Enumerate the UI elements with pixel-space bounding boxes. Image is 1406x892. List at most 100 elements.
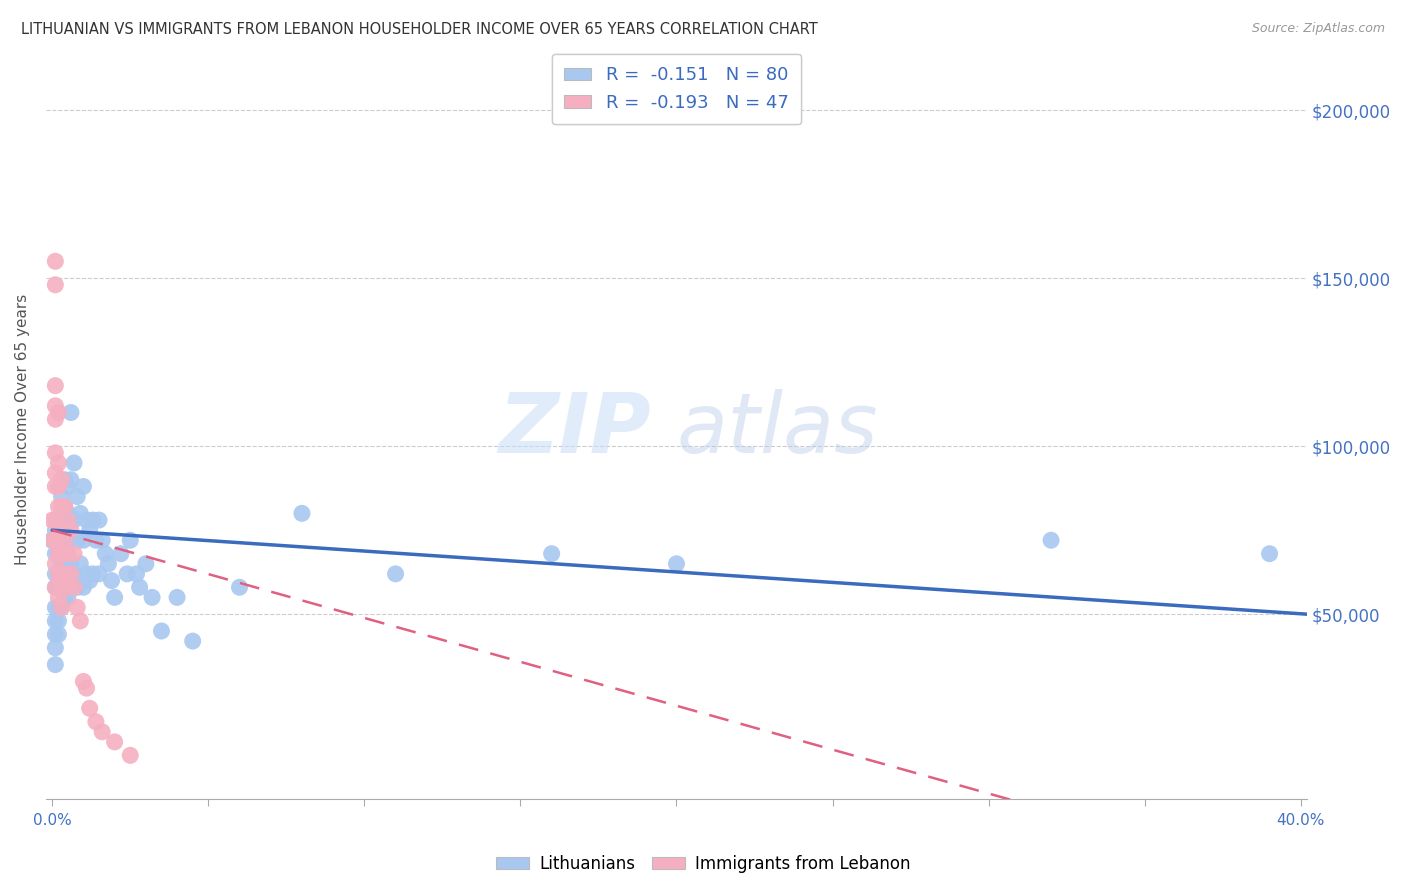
Point: [76, 566, 98, 581]
Text: atlas: atlas: [676, 389, 879, 470]
Point: [51, 574, 73, 588]
Point: [48, 405, 70, 419]
Point: [56, 479, 79, 493]
Point: [44, 557, 66, 571]
Point: [59, 523, 82, 537]
Text: Source: ZipAtlas.com: Source: ZipAtlas.com: [1251, 22, 1385, 36]
Point: [48, 547, 70, 561]
Point: [63, 513, 86, 527]
Point: [51, 513, 73, 527]
Point: [48, 566, 70, 581]
Point: [44, 580, 66, 594]
Point: [41, 513, 63, 527]
Point: [44, 479, 66, 493]
Point: [48, 627, 70, 641]
Point: [540, 547, 562, 561]
Point: [51, 533, 73, 548]
Point: [110, 547, 132, 561]
Point: [51, 600, 73, 615]
Point: [665, 557, 688, 571]
Point: [181, 634, 204, 648]
Point: [63, 547, 86, 561]
Point: [51, 523, 73, 537]
Point: [1040, 533, 1063, 548]
Point: [72, 533, 94, 548]
Point: [79, 574, 101, 588]
Point: [128, 580, 150, 594]
Point: [44, 513, 66, 527]
Legend: Lithuanians, Immigrants from Lebanon: Lithuanians, Immigrants from Lebanon: [489, 848, 917, 880]
Point: [48, 456, 70, 470]
Point: [51, 473, 73, 487]
Point: [104, 735, 127, 749]
Point: [41, 533, 63, 548]
Point: [44, 412, 66, 426]
Point: [53, 533, 76, 548]
Point: [120, 533, 142, 548]
Point: [51, 547, 73, 561]
Point: [115, 566, 138, 581]
Point: [72, 479, 94, 493]
Point: [48, 591, 70, 605]
Point: [53, 473, 76, 487]
Point: [84, 533, 107, 548]
Point: [48, 533, 70, 548]
Point: [56, 507, 79, 521]
Point: [44, 547, 66, 561]
Point: [48, 614, 70, 628]
Point: [91, 724, 114, 739]
Point: [72, 674, 94, 689]
Point: [166, 591, 188, 605]
Point: [69, 557, 91, 571]
Point: [228, 580, 250, 594]
Point: [291, 507, 314, 521]
Point: [44, 523, 66, 537]
Point: [76, 513, 98, 527]
Point: [63, 580, 86, 594]
Point: [59, 557, 82, 571]
Point: [59, 473, 82, 487]
Point: [51, 490, 73, 504]
Point: [66, 580, 89, 594]
Point: [48, 479, 70, 493]
Point: [56, 513, 79, 527]
Point: [44, 446, 66, 460]
Point: [84, 714, 107, 729]
Point: [141, 591, 163, 605]
Point: [69, 614, 91, 628]
Point: [59, 513, 82, 527]
Legend: R =  -0.151   N = 80, R =  -0.193   N = 47: R = -0.151 N = 80, R = -0.193 N = 47: [551, 54, 801, 124]
Point: [104, 591, 127, 605]
Text: ZIP: ZIP: [499, 389, 651, 470]
Point: [384, 566, 406, 581]
Point: [44, 566, 66, 581]
Point: [44, 640, 66, 655]
Point: [56, 533, 79, 548]
Point: [1258, 547, 1281, 561]
Point: [53, 500, 76, 514]
Point: [56, 580, 79, 594]
Point: [44, 627, 66, 641]
Point: [44, 580, 66, 594]
Point: [44, 399, 66, 413]
Point: [100, 574, 122, 588]
Point: [51, 557, 73, 571]
Point: [48, 500, 70, 514]
Point: [59, 405, 82, 419]
Point: [48, 580, 70, 594]
Point: [87, 566, 110, 581]
Point: [125, 566, 148, 581]
Point: [53, 500, 76, 514]
Point: [48, 547, 70, 561]
Point: [44, 466, 66, 480]
Point: [87, 513, 110, 527]
Point: [56, 557, 79, 571]
Point: [76, 681, 98, 695]
Point: [41, 533, 63, 548]
Point: [44, 600, 66, 615]
Point: [79, 523, 101, 537]
Point: [66, 600, 89, 615]
Point: [44, 657, 66, 672]
Point: [91, 533, 114, 548]
Point: [63, 566, 86, 581]
